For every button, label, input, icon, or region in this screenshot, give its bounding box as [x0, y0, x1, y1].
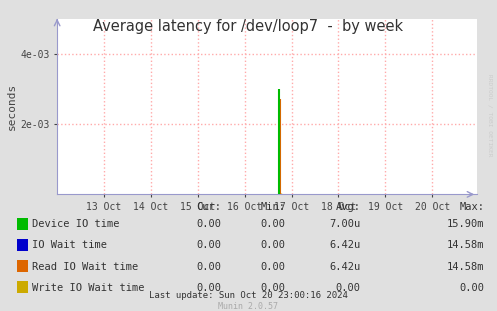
Text: 0.00: 0.00	[261, 262, 286, 272]
Text: Min:: Min:	[261, 202, 286, 212]
Text: Munin 2.0.57: Munin 2.0.57	[219, 301, 278, 310]
Text: 0.00: 0.00	[196, 262, 221, 272]
Text: 0.00: 0.00	[196, 283, 221, 293]
Text: Read IO Wait time: Read IO Wait time	[32, 262, 139, 272]
Text: 0.00: 0.00	[335, 283, 360, 293]
Text: 0.00: 0.00	[261, 219, 286, 229]
Text: Write IO Wait time: Write IO Wait time	[32, 283, 145, 293]
Text: 0.00: 0.00	[460, 283, 485, 293]
Text: Device IO time: Device IO time	[32, 219, 120, 229]
Text: 15.90m: 15.90m	[447, 219, 485, 229]
Text: 0.00: 0.00	[196, 219, 221, 229]
Y-axis label: seconds: seconds	[7, 83, 17, 130]
Text: Max:: Max:	[460, 202, 485, 212]
Text: 14.58m: 14.58m	[447, 262, 485, 272]
Text: 6.42u: 6.42u	[329, 240, 360, 250]
Text: Cur:: Cur:	[196, 202, 221, 212]
Text: Average latency for /dev/loop7  -  by week: Average latency for /dev/loop7 - by week	[93, 19, 404, 34]
Text: Avg:: Avg:	[335, 202, 360, 212]
Text: RRDTOOL / TOBI OETIKER: RRDTOOL / TOBI OETIKER	[487, 74, 492, 156]
Text: 7.00u: 7.00u	[329, 219, 360, 229]
Text: 6.42u: 6.42u	[329, 262, 360, 272]
Text: IO Wait time: IO Wait time	[32, 240, 107, 250]
Text: 0.00: 0.00	[261, 283, 286, 293]
Text: 14.58m: 14.58m	[447, 240, 485, 250]
Text: 0.00: 0.00	[261, 240, 286, 250]
Text: 0.00: 0.00	[196, 240, 221, 250]
Text: Last update: Sun Oct 20 23:00:16 2024: Last update: Sun Oct 20 23:00:16 2024	[149, 291, 348, 300]
